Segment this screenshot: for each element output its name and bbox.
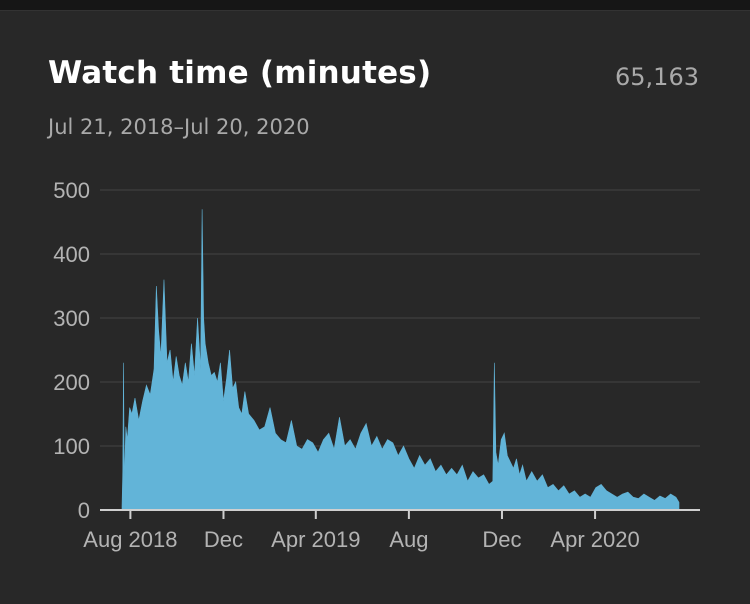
y-tick-label: 100 xyxy=(53,434,90,459)
card-title: Watch time (minutes) xyxy=(48,55,432,91)
x-tick-label: Aug xyxy=(389,527,428,552)
y-tick-label: 500 xyxy=(53,178,90,203)
area-series xyxy=(121,209,680,511)
x-tick-label: Apr 2019 xyxy=(271,527,360,552)
y-tick-label: 400 xyxy=(53,242,90,267)
y-tick-label: 200 xyxy=(53,370,90,395)
x-axis-labels: Aug 2018 Dec Apr 2019 Aug Dec Apr 2020 xyxy=(83,527,639,552)
y-axis-labels: 0 100 200 300 400 500 xyxy=(53,178,90,523)
date-range: Jul 21, 2018–Jul 20, 2020 xyxy=(48,115,310,139)
y-tick-label: 300 xyxy=(53,306,90,331)
y-tick-label: 0 xyxy=(78,498,90,523)
x-tick-label: Dec xyxy=(204,527,243,552)
x-tick-label: Apr 2020 xyxy=(550,527,639,552)
watch-time-area xyxy=(121,209,680,511)
x-tick-label: Dec xyxy=(482,527,521,552)
x-tick-label: Aug 2018 xyxy=(83,527,177,552)
total-watch-time: 65,163 xyxy=(615,63,699,91)
axes xyxy=(100,509,700,519)
